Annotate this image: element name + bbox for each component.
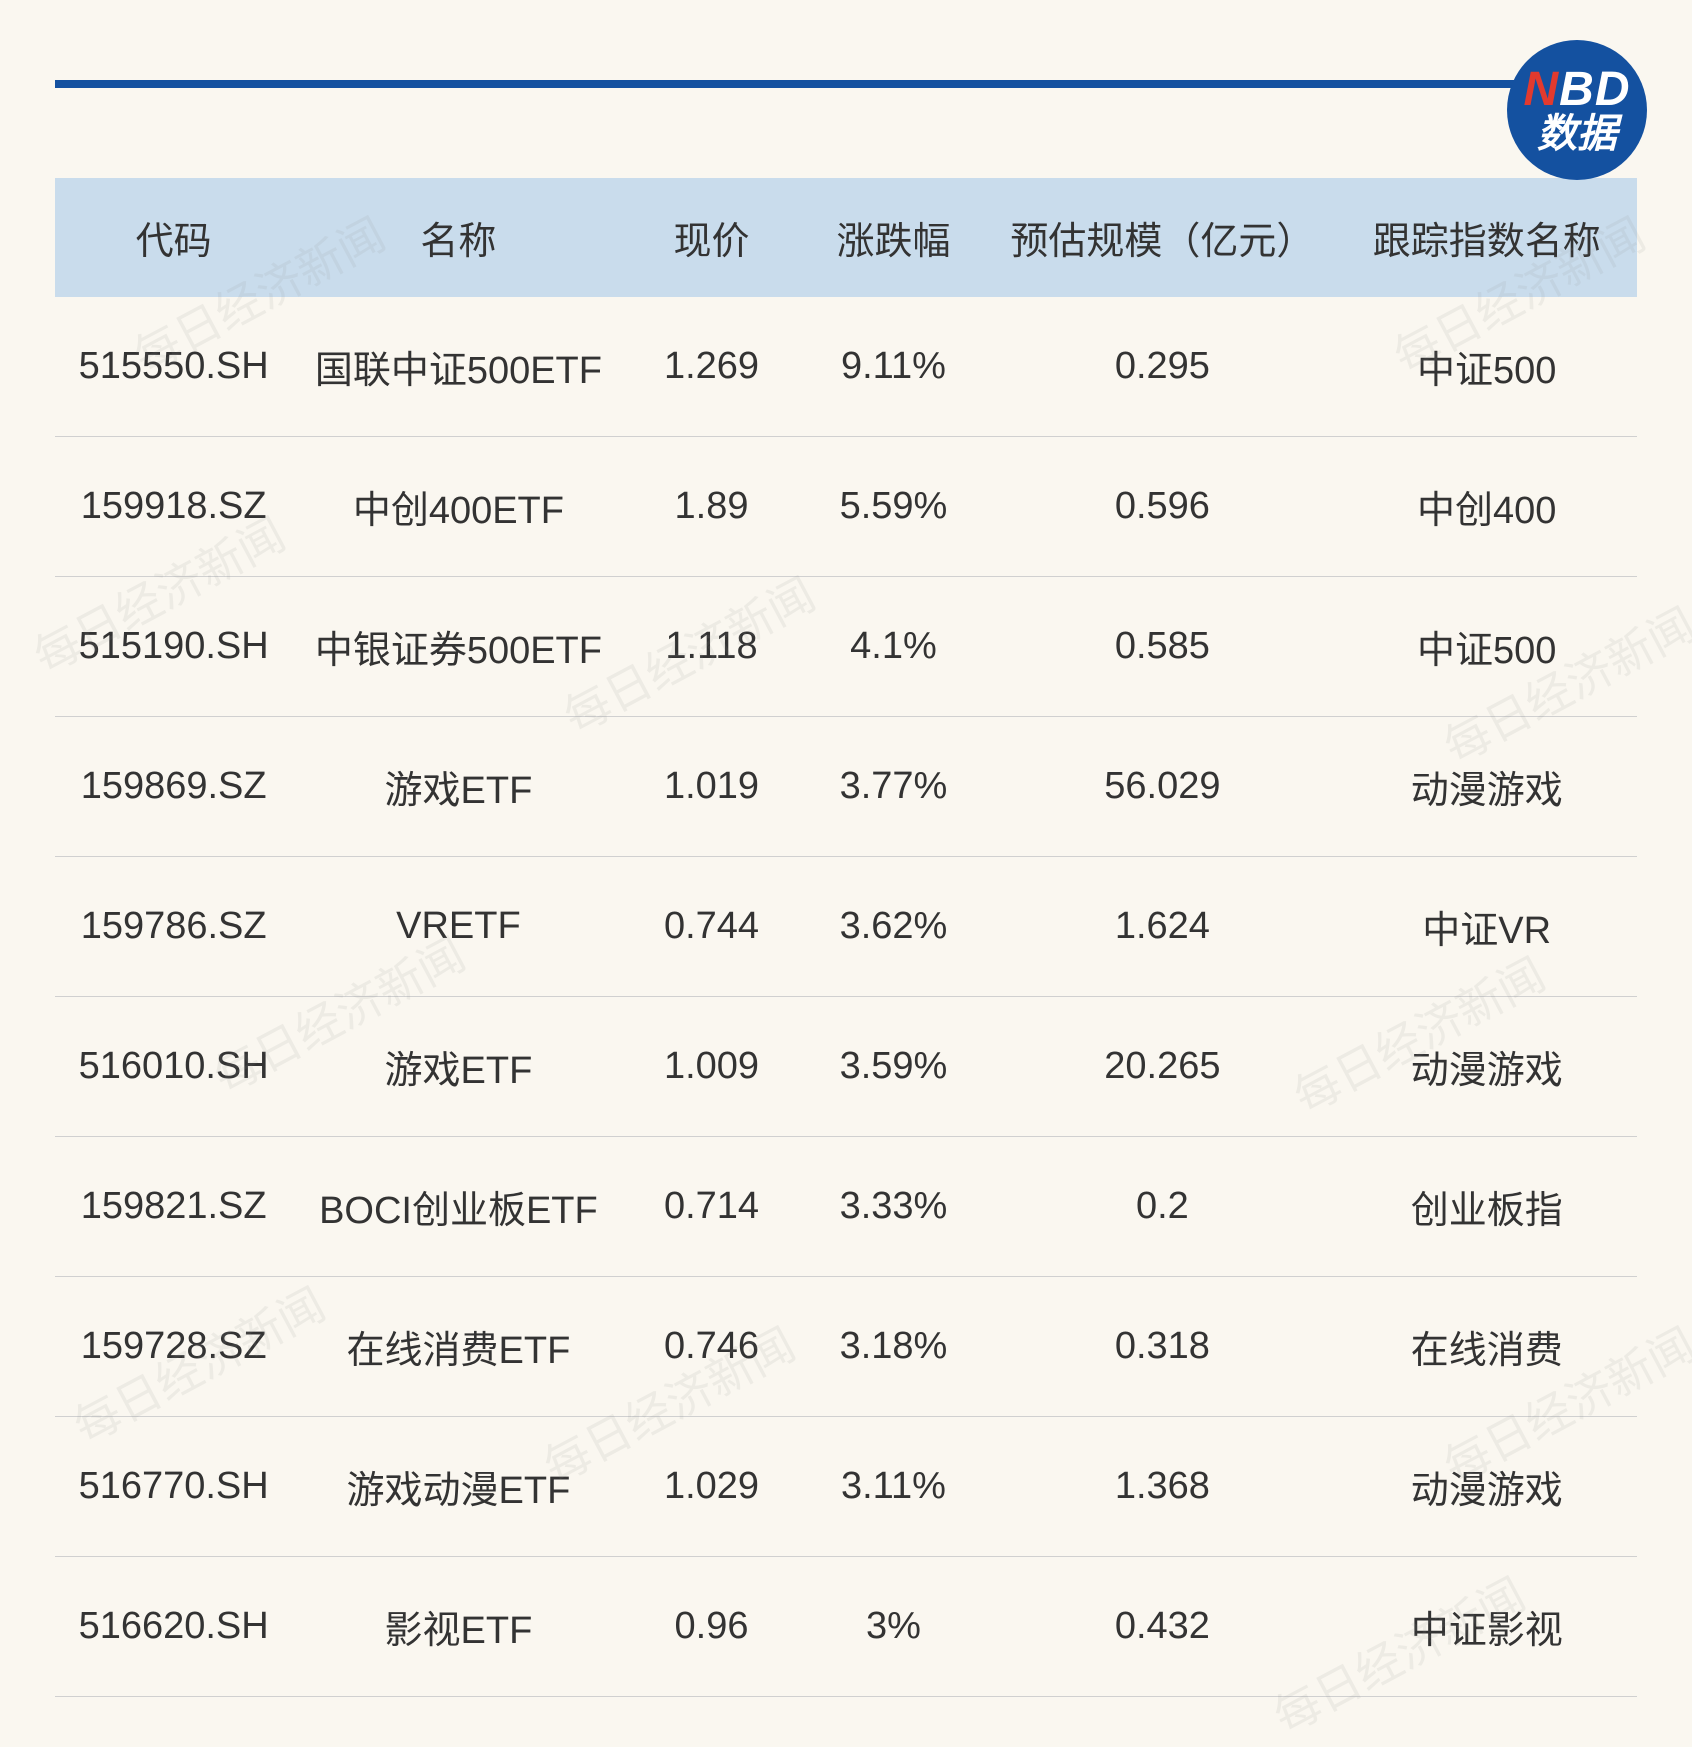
cell-code: 159728.SZ — [55, 1277, 292, 1417]
cell-idx: 动漫游戏 — [1336, 1417, 1637, 1557]
top-rule — [55, 80, 1617, 88]
cell-size: 1.624 — [988, 857, 1336, 997]
cell-idx: 创业板指 — [1336, 1137, 1637, 1277]
col-header-price: 现价 — [625, 178, 799, 297]
cell-chg: 4.1% — [799, 577, 989, 717]
cell-chg: 3.62% — [799, 857, 989, 997]
cell-code: 516770.SH — [55, 1417, 292, 1557]
cell-size: 0.585 — [988, 577, 1336, 717]
cell-code: 516620.SH — [55, 1557, 292, 1697]
table-row: 515550.SH国联中证500ETF1.2699.11%0.295中证500 — [55, 297, 1637, 437]
cell-chg: 9.11% — [799, 297, 989, 437]
table-row: 159821.SZBOCI创业板ETF0.7143.33%0.2创业板指 — [55, 1137, 1637, 1277]
cell-size: 20.265 — [988, 997, 1336, 1137]
cell-price: 0.746 — [625, 1277, 799, 1417]
cell-idx: 中证500 — [1336, 577, 1637, 717]
cell-code: 516010.SH — [55, 997, 292, 1137]
cell-chg: 3.33% — [799, 1137, 989, 1277]
cell-name: 影视ETF — [292, 1557, 624, 1697]
cell-name: 游戏动漫ETF — [292, 1417, 624, 1557]
table-row: 516770.SH游戏动漫ETF1.0293.11%1.368动漫游戏 — [55, 1417, 1637, 1557]
cell-code: 159786.SZ — [55, 857, 292, 997]
table-row: 516010.SH游戏ETF1.0093.59%20.265动漫游戏 — [55, 997, 1637, 1137]
cell-code: 515550.SH — [55, 297, 292, 437]
cell-code: 159918.SZ — [55, 437, 292, 577]
badge-line2: 数据 — [1537, 112, 1617, 156]
etf-table: 代码 名称 现价 涨跌幅 预估规模（亿元） 跟踪指数名称 515550.SH国联… — [55, 178, 1637, 1697]
cell-chg: 3.59% — [799, 997, 989, 1137]
cell-price: 0.714 — [625, 1137, 799, 1277]
cell-price: 1.269 — [625, 297, 799, 437]
cell-chg: 3% — [799, 1557, 989, 1697]
col-header-idx: 跟踪指数名称 — [1336, 178, 1637, 297]
cell-idx: 中证500 — [1336, 297, 1637, 437]
cell-price: 1.009 — [625, 997, 799, 1137]
cell-size: 56.029 — [988, 717, 1336, 857]
table-head: 代码 名称 现价 涨跌幅 预估规模（亿元） 跟踪指数名称 — [55, 178, 1637, 297]
table-row: 159728.SZ在线消费ETF0.7463.18%0.318在线消费 — [55, 1277, 1637, 1417]
cell-code: 159869.SZ — [55, 717, 292, 857]
cell-price: 1.029 — [625, 1417, 799, 1557]
table-body: 515550.SH国联中证500ETF1.2699.11%0.295中证5001… — [55, 297, 1637, 1697]
header-row: 代码 名称 现价 涨跌幅 预估规模（亿元） 跟踪指数名称 — [55, 178, 1637, 297]
cell-code: 515190.SH — [55, 577, 292, 717]
cell-price: 1.118 — [625, 577, 799, 717]
col-header-code: 代码 — [55, 178, 292, 297]
cell-idx: 中创400 — [1336, 437, 1637, 577]
cell-idx: 在线消费 — [1336, 1277, 1637, 1417]
cell-name: 游戏ETF — [292, 717, 624, 857]
col-header-size: 预估规模（亿元） — [988, 178, 1336, 297]
cell-size: 0.318 — [988, 1277, 1336, 1417]
nbd-badge: NBD 数据 — [1507, 40, 1647, 180]
cell-size: 1.368 — [988, 1417, 1336, 1557]
cell-idx: 中证影视 — [1336, 1557, 1637, 1697]
cell-name: 中银证券500ETF — [292, 577, 624, 717]
cell-chg: 3.77% — [799, 717, 989, 857]
col-header-name: 名称 — [292, 178, 624, 297]
cell-price: 1.89 — [625, 437, 799, 577]
table-row: 159869.SZ游戏ETF1.0193.77%56.029动漫游戏 — [55, 717, 1637, 857]
table-row: 159786.SZVRETF0.7443.62%1.624中证VR — [55, 857, 1637, 997]
cell-name: VRETF — [292, 857, 624, 997]
cell-name: 中创400ETF — [292, 437, 624, 577]
cell-size: 0.2 — [988, 1137, 1336, 1277]
badge-line1: NBD — [1524, 64, 1631, 117]
cell-name: 国联中证500ETF — [292, 297, 624, 437]
cell-chg: 3.18% — [799, 1277, 989, 1417]
cell-chg: 5.59% — [799, 437, 989, 577]
table-row: 515190.SH中银证券500ETF1.1184.1%0.585中证500 — [55, 577, 1637, 717]
cell-name: 游戏ETF — [292, 997, 624, 1137]
etf-table-wrap: 代码 名称 现价 涨跌幅 预估规模（亿元） 跟踪指数名称 515550.SH国联… — [55, 178, 1637, 1697]
cell-size: 0.596 — [988, 437, 1336, 577]
cell-price: 0.744 — [625, 857, 799, 997]
badge-accent: N — [1524, 63, 1560, 116]
cell-name: BOCI创业板ETF — [292, 1137, 624, 1277]
cell-idx: 动漫游戏 — [1336, 997, 1637, 1137]
cell-name: 在线消费ETF — [292, 1277, 624, 1417]
cell-idx: 动漫游戏 — [1336, 717, 1637, 857]
cell-price: 1.019 — [625, 717, 799, 857]
col-header-chg: 涨跌幅 — [799, 178, 989, 297]
cell-size: 0.295 — [988, 297, 1336, 437]
cell-size: 0.432 — [988, 1557, 1336, 1697]
cell-chg: 3.11% — [799, 1417, 989, 1557]
cell-price: 0.96 — [625, 1557, 799, 1697]
cell-code: 159821.SZ — [55, 1137, 292, 1277]
cell-idx: 中证VR — [1336, 857, 1637, 997]
table-row: 516620.SH影视ETF0.963%0.432中证影视 — [55, 1557, 1637, 1697]
table-row: 159918.SZ中创400ETF1.895.59%0.596中创400 — [55, 437, 1637, 577]
badge-suffix: BD — [1559, 63, 1630, 116]
